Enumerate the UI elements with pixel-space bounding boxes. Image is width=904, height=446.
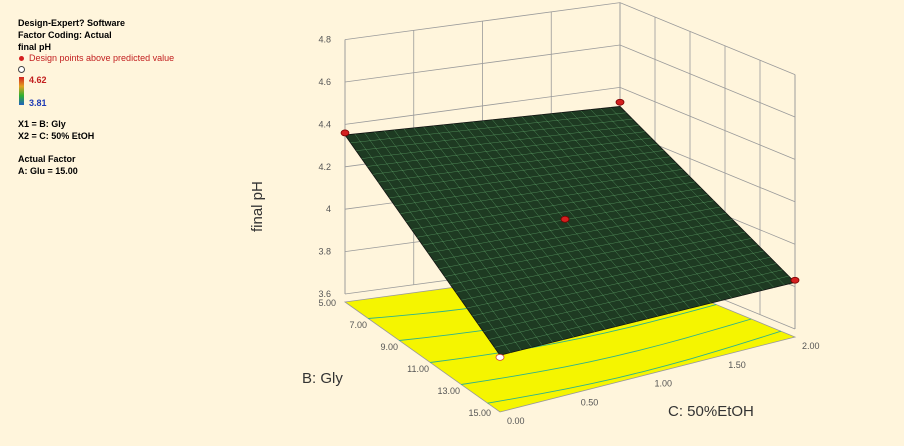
design-point xyxy=(790,276,800,284)
surface-mesh-line xyxy=(494,275,789,348)
z-tick-label: 4.4 xyxy=(318,119,331,129)
z-tick-label: 4 xyxy=(326,204,331,214)
z-tick-label: 4.2 xyxy=(318,162,331,172)
surface-mesh-line xyxy=(580,110,753,293)
x-tick-label: 15.00 xyxy=(468,408,491,418)
x-tick-label: 11.00 xyxy=(407,364,429,374)
legend-design-point-below-icon xyxy=(18,66,25,73)
legend-actual-factor: A: Glu = 15.00 xyxy=(18,166,78,176)
x-tick-label: 9.00 xyxy=(380,342,398,352)
surface-mesh-line xyxy=(455,231,746,293)
z-tick-label: 4.6 xyxy=(318,77,331,87)
surface-mesh-line xyxy=(466,244,758,309)
design-points xyxy=(340,98,800,361)
x-tick-label: 7.00 xyxy=(349,320,367,330)
legend-actual-factor-title: Actual Factor xyxy=(18,154,76,164)
surface-mesh-line xyxy=(439,213,727,269)
plot-grid: 3.6 3.8 4 4.2 4.4 4.6 4.8 xyxy=(318,2,796,404)
y-tick-label: 1.00 xyxy=(655,379,673,389)
surface-mesh-line xyxy=(477,257,771,324)
surface-mesh-line xyxy=(511,117,680,312)
z-tick-label: 4.8 xyxy=(318,35,331,45)
legend-panel: Design-Expert? Software Factor Coding: A… xyxy=(0,0,240,200)
surface-mesh-line xyxy=(560,112,732,299)
z-tick-label: 3.8 xyxy=(318,247,331,257)
surface-mesh-line xyxy=(600,108,775,288)
contour-line xyxy=(461,318,752,385)
surface-mesh-line xyxy=(541,114,711,304)
surface-mesh-line xyxy=(570,111,743,296)
surface-mesh-line xyxy=(531,115,701,306)
legend-design-point-above-icon xyxy=(19,56,24,61)
color-scale-max: 4.62 xyxy=(29,75,47,85)
z-tick-label: 3.6 xyxy=(318,289,331,299)
y-tick-label: 0.00 xyxy=(507,416,525,426)
legend-x2: X2 = C: 50% EtOH xyxy=(18,131,95,141)
grid-z-line xyxy=(344,2,796,75)
design-point xyxy=(340,129,350,137)
legend-response: final pH xyxy=(18,42,51,52)
z-axis-title: final pH xyxy=(249,181,266,232)
legend-software: Design-Expert? Software xyxy=(18,18,126,28)
x-axis-title: B: Gly xyxy=(302,370,343,387)
legend-design-points-label: Design points above predicted value xyxy=(29,53,175,63)
axis-labels: 5.00 7.00 9.00 11.00 13.00 15.00 0.00 0.50 1.00 1… xyxy=(249,181,820,426)
surface-mesh-line xyxy=(428,200,714,254)
grid-z-line xyxy=(344,44,796,118)
surface-mesh-line xyxy=(472,250,764,317)
legend-factor-coding: Factor Coding: Actual xyxy=(18,30,112,40)
response-surface xyxy=(344,106,796,356)
surface-mesh-line xyxy=(492,119,659,317)
surface-mesh-line xyxy=(444,219,733,277)
surface-mesh-line xyxy=(610,107,785,286)
design-point xyxy=(560,215,570,223)
color-scale-bar xyxy=(19,77,24,105)
y-tick-label: 2.00 xyxy=(802,341,820,351)
design-point xyxy=(615,98,625,106)
color-scale-min: 3.81 xyxy=(29,98,47,108)
surface-mesh-line xyxy=(551,113,722,301)
contour-line xyxy=(487,330,782,404)
surface-mesh-line xyxy=(521,116,690,309)
surface-mesh-line xyxy=(590,109,764,291)
surface-mesh-line xyxy=(461,238,752,301)
x-tick-label: 13.00 xyxy=(437,386,460,396)
x-tick-label: 5.00 xyxy=(318,298,336,308)
y-tick-label: 1.50 xyxy=(728,360,746,370)
surface-mesh-line xyxy=(433,206,721,262)
contour-line xyxy=(430,304,717,363)
surface-mesh-line xyxy=(450,225,739,285)
y-axis-title: C: 50%EtOH xyxy=(668,403,754,420)
y-tick-label: 0.50 xyxy=(581,397,599,407)
legend-x1: X1 = B: Gly xyxy=(18,119,66,129)
surface-mesh-line xyxy=(502,118,669,314)
surface-mesh-line xyxy=(483,263,777,332)
design-point xyxy=(495,353,505,361)
surface-mesh-line xyxy=(488,269,783,340)
